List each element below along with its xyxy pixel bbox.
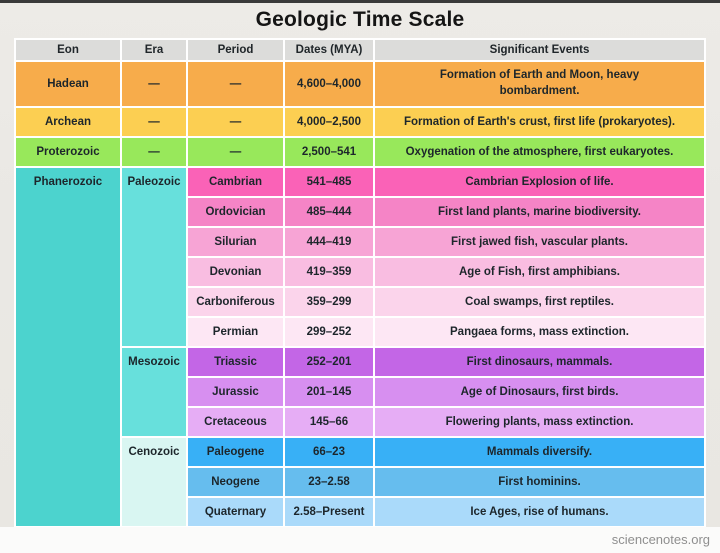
period-cell-neogene: Neogene bbox=[188, 468, 283, 496]
events-cell: Flowering plants, mass extinction. bbox=[375, 408, 704, 436]
events-cell: Ice Ages, rise of humans. bbox=[375, 498, 704, 526]
events-cell: First land plants, marine biodiversity. bbox=[375, 198, 704, 226]
dates-cell: 419–359 bbox=[285, 258, 373, 286]
dates-cell: 2.58–Present bbox=[285, 498, 373, 526]
dates-cell: 4,000–2,500 bbox=[285, 108, 373, 136]
period-cell-ordovician: Ordovician bbox=[188, 198, 283, 226]
row-carboniferous: Carboniferous 359–299 Coal swamps, first… bbox=[16, 288, 704, 316]
dates-cell: 201–145 bbox=[285, 378, 373, 406]
events-cell: Age of Dinosaurs, first birds. bbox=[375, 378, 704, 406]
events-cell: Formation of Earth and Moon, heavy bomba… bbox=[375, 62, 704, 106]
row-devonian: Devonian 419–359 Age of Fish, first amph… bbox=[16, 258, 704, 286]
row-triassic: Mesozoic Triassic 252–201 First dinosaur… bbox=[16, 348, 704, 436]
period-cell-jurassic: Jurassic bbox=[188, 378, 283, 406]
eon-cell-archean: Archean bbox=[16, 108, 120, 136]
geologic-time-table: Eon Era Period Dates (MYA) Significant E… bbox=[14, 38, 706, 528]
events-cell: Pangaea forms, mass extinction. bbox=[375, 318, 704, 346]
dates-cell: 299–252 bbox=[285, 318, 373, 346]
era-dash: — bbox=[122, 138, 186, 166]
header-events: Significant Events bbox=[375, 40, 704, 60]
dates-cell: 23–2.58 bbox=[285, 468, 373, 496]
row-proterozoic: Proterozoic — — 2,500–541 Oxygenation of… bbox=[16, 138, 704, 166]
dates-cell: 145–66 bbox=[285, 408, 373, 436]
row-quaternary: Quaternary 2.58–Present Ice Ages, rise o… bbox=[16, 498, 704, 526]
period-cell-permian: Permian bbox=[188, 318, 283, 346]
header-period: Period bbox=[188, 40, 283, 60]
events-cell: Formation of Earth's crust, first life (… bbox=[375, 108, 704, 136]
period-cell-devonian: Devonian bbox=[188, 258, 283, 286]
era-dash: — bbox=[122, 108, 186, 136]
page-title: Geologic Time Scale bbox=[255, 8, 465, 31]
dates-cell: 541–485 bbox=[285, 168, 373, 196]
period-cell-carboniferous: Carboniferous bbox=[188, 288, 283, 316]
dates-cell: 4,600–4,000 bbox=[285, 62, 373, 106]
dates-cell: 444–419 bbox=[285, 228, 373, 256]
events-cell: Cambrian Explosion of life. bbox=[375, 168, 704, 196]
events-cell: Coal swamps, first reptiles. bbox=[375, 288, 704, 316]
era-cell-cenozoic: Cenozoic bbox=[122, 438, 186, 526]
events-cell: Mammals diversify. bbox=[375, 438, 704, 466]
row-archean: Archean — — 4,000–2,500 Formation of Ear… bbox=[16, 108, 704, 136]
row-silurian: Silurian 444–419 First jawed fish, vascu… bbox=[16, 228, 704, 256]
period-dash: — bbox=[188, 108, 283, 136]
events-cell: First hominins. bbox=[375, 468, 704, 496]
events-cell: Age of Fish, first amphibians. bbox=[375, 258, 704, 286]
events-cell: Oxygenation of the atmosphere, first euk… bbox=[375, 138, 704, 166]
row-hadean: Hadean — — 4,600–4,000 Formation of Eart… bbox=[16, 62, 704, 106]
row-cambrian: Phanerozoic Paleozoic Cambrian 541–485 C… bbox=[16, 168, 704, 526]
events-cell: First dinosaurs, mammals. bbox=[375, 348, 704, 376]
period-cell-silurian: Silurian bbox=[188, 228, 283, 256]
dates-cell: 66–23 bbox=[285, 438, 373, 466]
header-era: Era bbox=[122, 40, 186, 60]
era-cell-mesozoic: Mesozoic bbox=[122, 348, 186, 436]
header-dates: Dates (MYA) bbox=[285, 40, 373, 60]
period-cell-quaternary: Quaternary bbox=[188, 498, 283, 526]
era-cell-paleozoic: Paleozoic bbox=[122, 168, 186, 346]
period-cell-cretaceous: Cretaceous bbox=[188, 408, 283, 436]
era-dash: — bbox=[122, 62, 186, 106]
eon-cell-proterozoic: Proterozoic bbox=[16, 138, 120, 166]
row-ordovician: Ordovician 485–444 First land plants, ma… bbox=[16, 198, 704, 226]
row-cretaceous: Cretaceous 145–66 Flowering plants, mass… bbox=[16, 408, 704, 436]
row-permian: Permian 299–252 Pangaea forms, mass exti… bbox=[16, 318, 704, 346]
row-neogene: Neogene 23–2.58 First hominins. bbox=[16, 468, 704, 496]
eon-cell-hadean: Hadean bbox=[16, 62, 120, 106]
dates-cell: 485–444 bbox=[285, 198, 373, 226]
dates-cell: 359–299 bbox=[285, 288, 373, 316]
header-row: Eon Era Period Dates (MYA) Significant E… bbox=[16, 40, 704, 60]
dates-cell: 252–201 bbox=[285, 348, 373, 376]
period-dash: — bbox=[188, 138, 283, 166]
period-cell-triassic: Triassic bbox=[188, 348, 283, 376]
period-cell-paleogene: Paleogene bbox=[188, 438, 283, 466]
row-jurassic: Jurassic 201–145 Age of Dinosaurs, first… bbox=[16, 378, 704, 406]
period-dash: — bbox=[188, 62, 283, 106]
row-paleogene: Cenozoic Paleogene 66–23 Mammals diversi… bbox=[16, 438, 704, 526]
eon-cell-phanerozoic: Phanerozoic bbox=[16, 168, 120, 526]
source-attribution: sciencenotes.org bbox=[0, 527, 720, 553]
period-cell-cambrian: Cambrian bbox=[188, 168, 283, 196]
events-cell: First jawed fish, vascular plants. bbox=[375, 228, 704, 256]
header-eon: Eon bbox=[16, 40, 120, 60]
dates-cell: 2,500–541 bbox=[285, 138, 373, 166]
